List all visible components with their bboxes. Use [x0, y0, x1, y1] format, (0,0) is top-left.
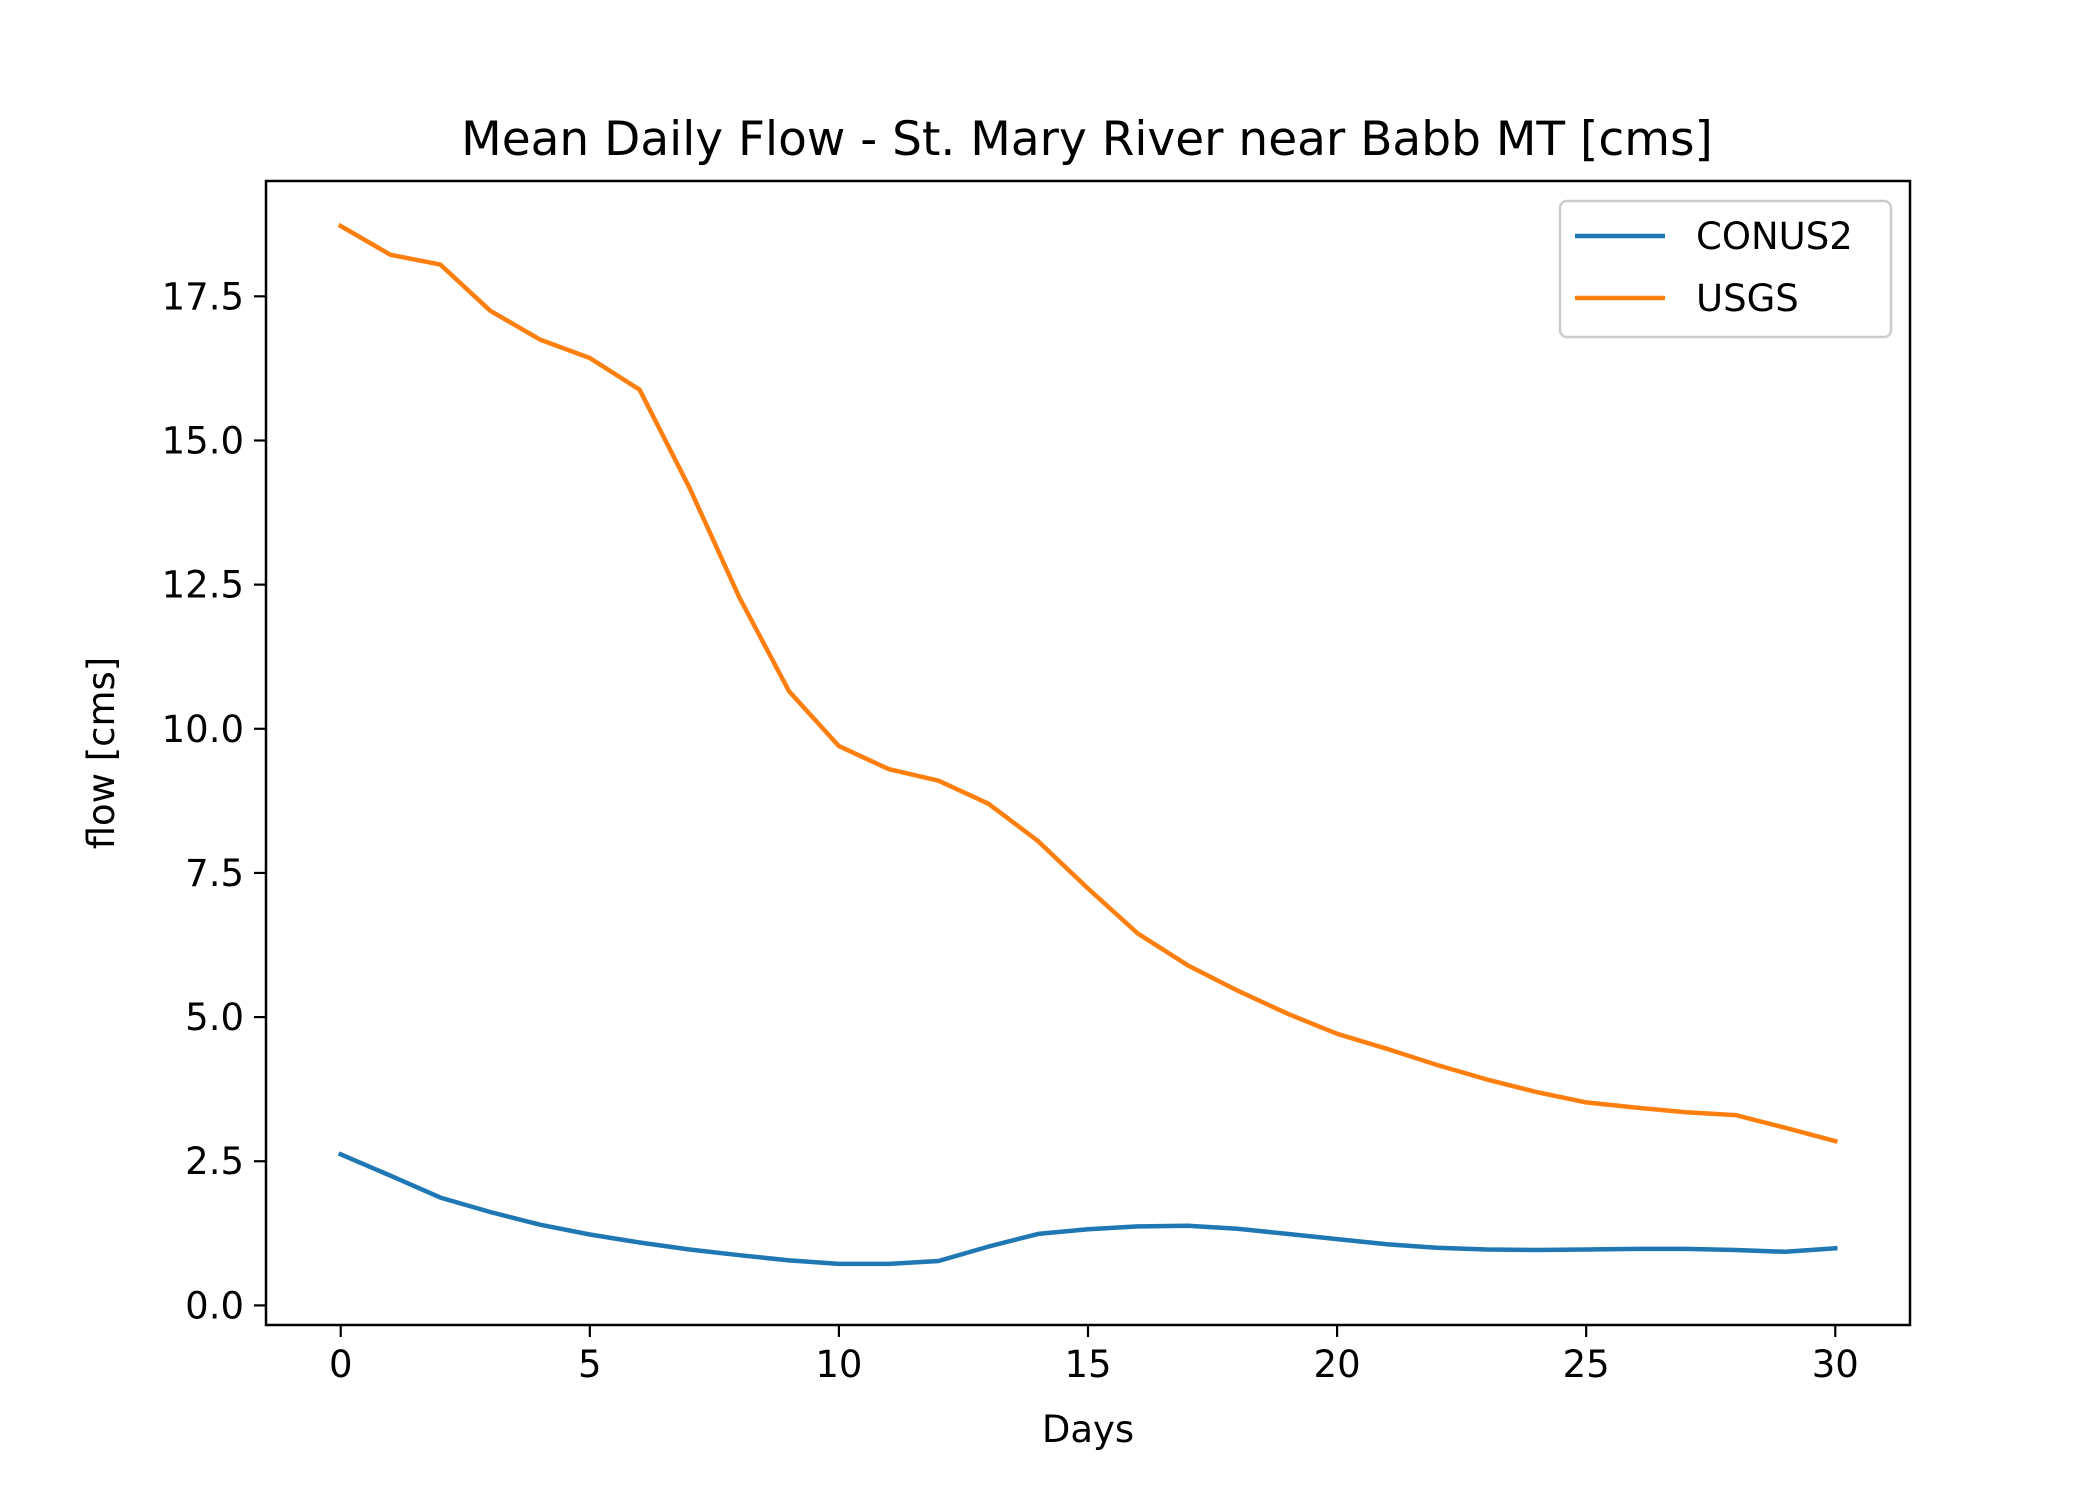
- y-tick-label: 10.0: [162, 708, 244, 751]
- series-line-usgs: [337, 222, 1839, 1144]
- legend-label-usgs: USGS: [1696, 277, 1799, 320]
- y-tick-label: 7.5: [185, 852, 244, 895]
- y-tick-label: 2.5: [185, 1140, 244, 1183]
- y-axis: 0.0 2.5 5.0 7.5 10.0 12.5 15.0 17.5: [162, 275, 266, 1327]
- chart-title: Mean Daily Flow - St. Mary River near Ba…: [461, 112, 1713, 167]
- x-tick-label: 10: [815, 1343, 862, 1386]
- y-tick-label: 12.5: [162, 564, 244, 607]
- y-axis-label: flow [cms]: [80, 657, 123, 850]
- y-tick-label: 0.0: [185, 1284, 244, 1327]
- series-line-conus2: [337, 1151, 1838, 1267]
- x-axis-label: Days: [1042, 1408, 1134, 1451]
- x-tick-label: 20: [1314, 1343, 1361, 1386]
- y-tick-label: 17.5: [162, 275, 244, 318]
- x-tick-label: 0: [329, 1343, 353, 1386]
- series-layer: [337, 222, 1839, 1267]
- x-tick-label: 25: [1563, 1343, 1610, 1386]
- y-tick-label: 5.0: [185, 996, 244, 1039]
- legend: CONUS2 USGS: [1558, 199, 1893, 339]
- x-tick-label: 30: [1812, 1343, 1859, 1386]
- x-tick-label: 15: [1064, 1343, 1111, 1386]
- plot-frame: [264, 179, 1912, 1327]
- y-tick-label: 15.0: [162, 419, 244, 462]
- x-axis: 0 5 10 15 20 25 30: [329, 1325, 1859, 1386]
- legend-label-conus2: CONUS2: [1696, 215, 1853, 258]
- x-tick-label: 5: [578, 1343, 602, 1386]
